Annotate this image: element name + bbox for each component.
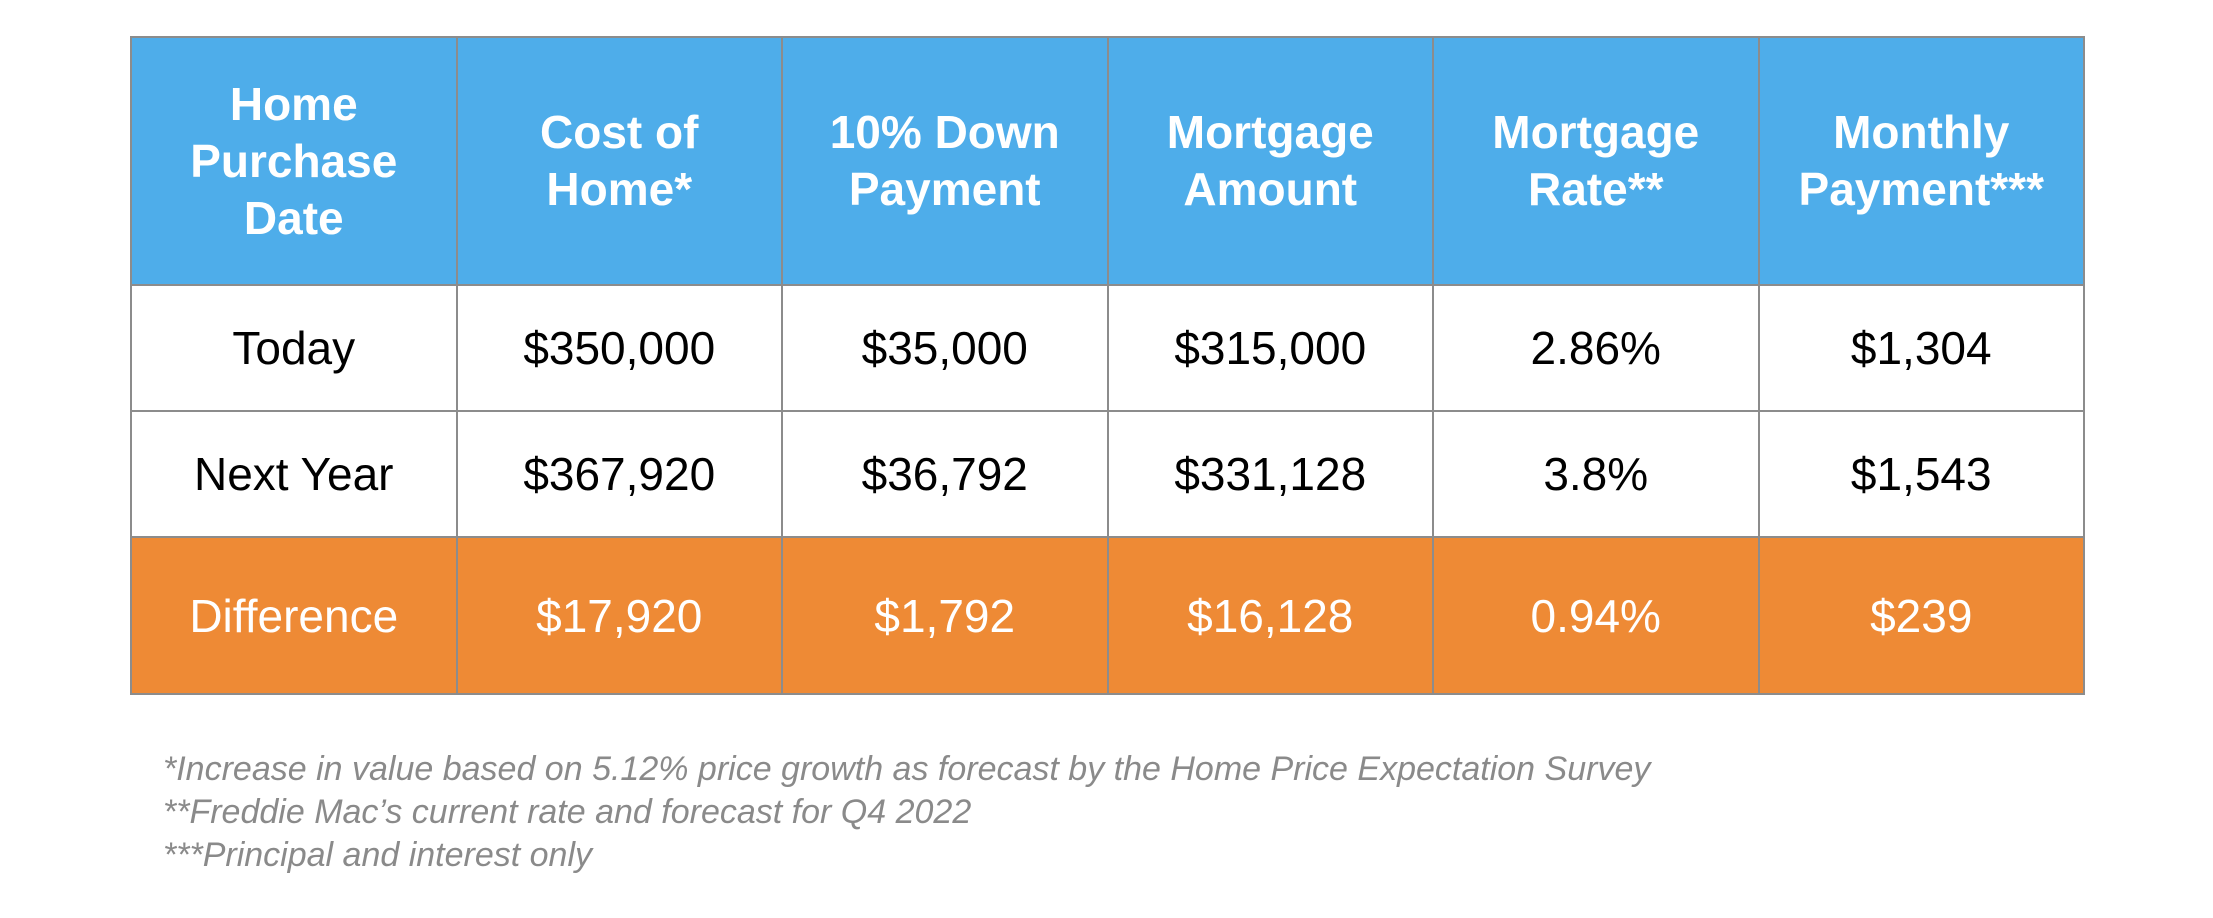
column-header: Mortgage Amount bbox=[1106, 36, 1434, 286]
column-header: Monthly Payment*** bbox=[1757, 36, 2085, 286]
footnotes: *Increase in value based on 5.12% price … bbox=[163, 748, 1650, 877]
column-header: Cost of Home* bbox=[455, 36, 783, 286]
table-row-difference: Difference $17,920 $1,792 $16,128 0.94% … bbox=[130, 536, 2085, 695]
column-header: 10% Down Payment bbox=[781, 36, 1109, 286]
table-cell: Difference bbox=[130, 536, 458, 695]
table-row-today: Today $350,000 $35,000 $315,000 2.86% $1… bbox=[130, 284, 2085, 412]
footnote-price-growth: *Increase in value based on 5.12% price … bbox=[163, 750, 1651, 788]
table-cell: $36,792 bbox=[781, 410, 1109, 538]
column-header: Mortgage Rate** bbox=[1432, 36, 1760, 286]
table-cell: $315,000 bbox=[1106, 284, 1434, 412]
column-header: Home Purchase Date bbox=[130, 36, 458, 286]
table-cell: $35,000 bbox=[781, 284, 1109, 412]
table-cell: 0.94% bbox=[1432, 536, 1760, 695]
table-cell: 3.8% bbox=[1432, 410, 1760, 538]
table-header-row: Home Purchase Date Cost of Home* 10% Dow… bbox=[130, 36, 2085, 286]
table-cell: $1,792 bbox=[781, 536, 1109, 695]
table-cell: $239 bbox=[1757, 536, 2085, 695]
table-cell: $1,304 bbox=[1757, 284, 2085, 412]
table-cell: $16,128 bbox=[1106, 536, 1434, 695]
table-cell: $17,920 bbox=[455, 536, 783, 695]
table-cell: 2.86% bbox=[1432, 284, 1760, 412]
table-cell: $350,000 bbox=[455, 284, 783, 412]
table-cell: $367,920 bbox=[455, 410, 783, 538]
table-cell: Today bbox=[130, 284, 458, 412]
table-cell: $331,128 bbox=[1106, 410, 1434, 538]
cost-comparison-table: Home Purchase Date Cost of Home* 10% Dow… bbox=[130, 36, 2085, 695]
table-row-next-year: Next Year $367,920 $36,792 $331,128 3.8%… bbox=[130, 410, 2085, 538]
footnote-mortgage-rate: **Freddie Mac’s current rate and forecas… bbox=[163, 793, 972, 831]
table-cell: Next Year bbox=[130, 410, 458, 538]
table-cell: $1,543 bbox=[1757, 410, 2085, 538]
footnote-principal-interest: ***Principal and interest only bbox=[163, 836, 593, 874]
